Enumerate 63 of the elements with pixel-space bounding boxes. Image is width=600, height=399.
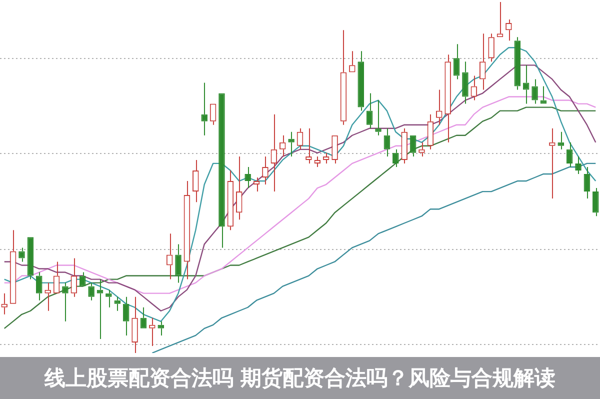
candlestick <box>158 320 164 336</box>
candlestick <box>584 166 590 200</box>
candlestick <box>401 128 408 164</box>
candlestick <box>149 317 156 346</box>
candlestick <box>88 282 94 301</box>
candlestick <box>70 258 78 298</box>
candlestick <box>132 296 138 354</box>
candlestick <box>227 170 234 231</box>
candlestick <box>53 261 60 294</box>
candlestick <box>496 2 504 38</box>
candlestick <box>175 244 182 284</box>
candlestick <box>427 114 434 150</box>
candlestick <box>253 177 260 192</box>
candlestick <box>514 36 521 90</box>
candlestick <box>366 92 373 129</box>
candlestick <box>122 296 130 336</box>
candlestick <box>522 64 530 104</box>
candlestick <box>340 30 347 126</box>
candlestick <box>392 148 399 168</box>
candlestick <box>184 180 190 280</box>
candlestick <box>453 44 460 80</box>
candlestick <box>322 152 330 164</box>
candlestick <box>375 100 382 136</box>
candlestick <box>288 131 294 157</box>
candlestick <box>549 128 556 200</box>
candlestick <box>36 272 42 301</box>
candlestick <box>532 78 538 104</box>
candlestick <box>192 159 199 203</box>
candlestick <box>332 135 338 164</box>
candlestick <box>479 33 486 90</box>
candlestick <box>462 61 468 104</box>
candlestick <box>262 156 268 186</box>
candlestick <box>10 230 16 304</box>
candlestick <box>488 33 494 62</box>
candlestick <box>140 306 147 328</box>
candlestick <box>418 142 425 157</box>
candlestick <box>384 128 390 157</box>
candlestick <box>18 247 25 262</box>
candlestick <box>79 272 86 286</box>
candlestick <box>566 142 573 168</box>
candlestick <box>1 292 8 315</box>
candlestick <box>106 289 112 308</box>
candlestick <box>218 93 225 248</box>
candlestick <box>44 282 51 312</box>
candlestick <box>270 114 278 192</box>
text: 线上股票配资合法吗 期货配资合法吗？风险与合规解读 <box>0 357 600 399</box>
candlestick <box>540 86 547 104</box>
candlestick <box>592 188 599 217</box>
candlestick <box>306 128 312 164</box>
candlestick <box>410 135 416 157</box>
candlestick <box>27 237 34 280</box>
candlestick <box>296 128 304 150</box>
candlestick <box>210 104 216 126</box>
candlestick <box>62 282 68 322</box>
candlestick <box>444 54 451 143</box>
candlestick <box>314 156 321 168</box>
candlestick <box>558 131 564 150</box>
candlestick <box>358 50 364 112</box>
candlestick <box>470 75 478 101</box>
candlestick <box>166 233 173 280</box>
candlestick <box>114 296 121 312</box>
candlestick <box>236 156 242 220</box>
candlestick <box>96 278 104 340</box>
